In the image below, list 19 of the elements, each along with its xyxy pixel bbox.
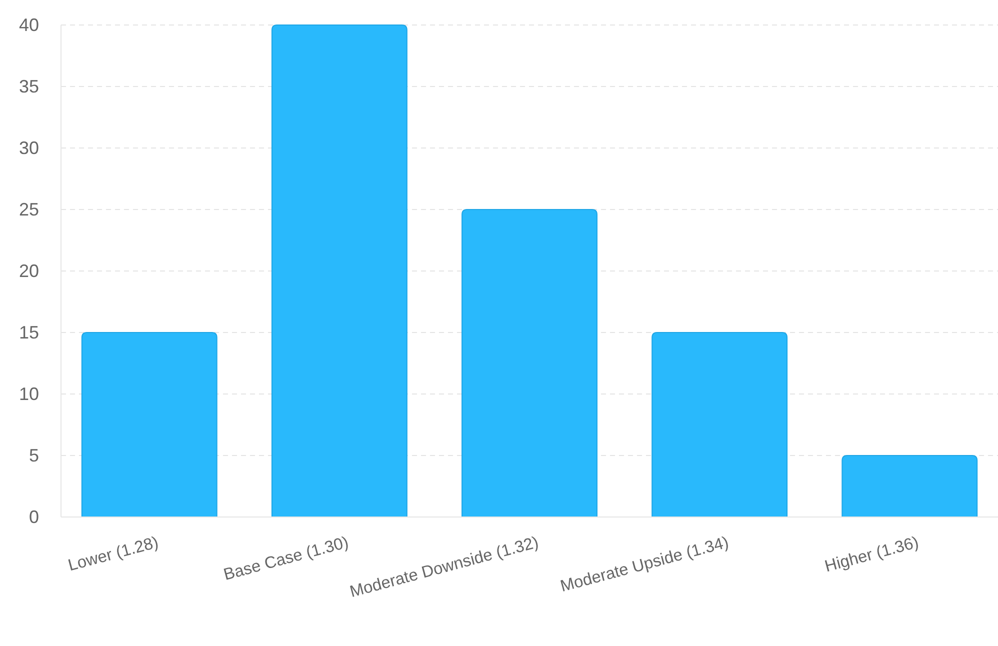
y-tick-label: 0 xyxy=(28,506,39,527)
y-tick-label: 30 xyxy=(18,138,39,158)
y-tick-label: 15 xyxy=(18,322,39,342)
y-tick-label: 35 xyxy=(18,76,39,96)
x-tick-label: Moderate Upside (1.34) xyxy=(558,533,731,596)
x-tick-label: Moderate Downside (1.32) xyxy=(348,533,540,602)
bar xyxy=(462,209,598,518)
bar xyxy=(271,24,408,518)
bar xyxy=(81,332,218,518)
bar xyxy=(842,455,978,518)
y-tick-label: 5 xyxy=(28,445,39,466)
y-tick-label: 20 xyxy=(18,260,39,281)
x-tick-label: Lower (1.28) xyxy=(66,533,160,575)
y-tick-label: 40 xyxy=(18,14,39,35)
x-tick-label: Base Case (1.30) xyxy=(222,533,350,584)
y-tick-label: 25 xyxy=(18,199,39,220)
x-tick-label: Higher (1.36) xyxy=(822,533,921,576)
bar xyxy=(652,332,788,518)
y-tick-label: 10 xyxy=(18,384,39,404)
